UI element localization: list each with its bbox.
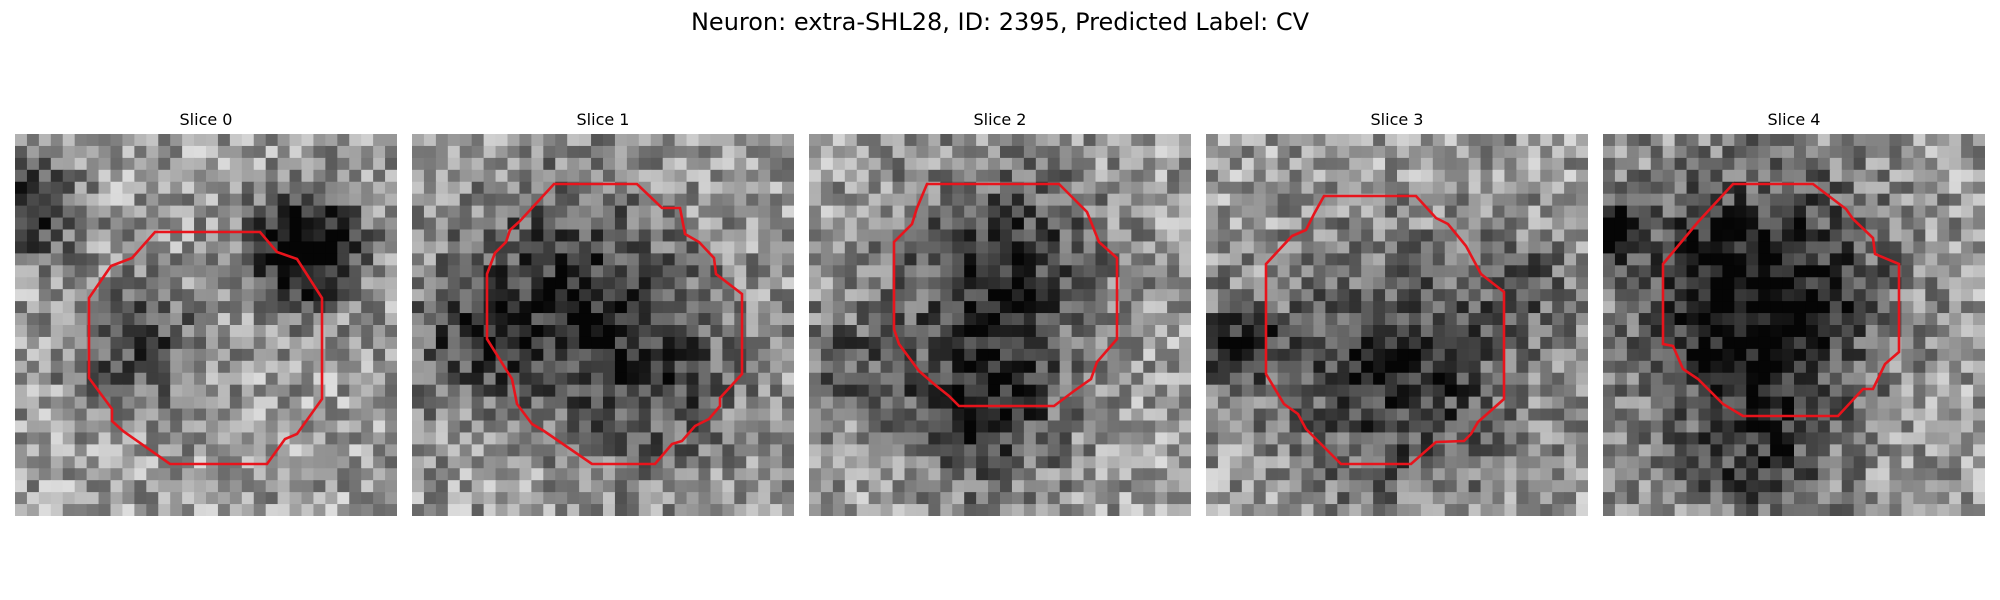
slice-title: Slice 2 — [973, 110, 1027, 129]
slice-panel-4: Slice 4 — [1603, 108, 1985, 516]
grayscale-em-image — [1206, 134, 1588, 516]
slice-title: Slice 4 — [1767, 110, 1821, 129]
grayscale-em-image — [412, 134, 794, 516]
slice-image-canvas — [1603, 134, 1985, 516]
slice-image-canvas — [412, 134, 794, 516]
slice-image — [1206, 134, 1588, 516]
slice-image — [1603, 134, 1985, 516]
segmentation-contour — [892, 182, 1119, 408]
slice-image — [809, 134, 1191, 516]
slice-panel-3: Slice 3 — [1206, 108, 1588, 516]
slice-image-canvas — [1206, 134, 1588, 516]
slice-image — [412, 134, 794, 516]
slice-panel-2: Slice 2 — [809, 108, 1191, 516]
figure-title: Neuron: extra-SHL28, ID: 2395, Predicted… — [690, 8, 1310, 36]
grayscale-em-image — [809, 134, 1191, 516]
slice-title: Slice 3 — [1370, 110, 1424, 129]
slice-title: Slice 1 — [576, 110, 630, 129]
grayscale-em-image — [15, 134, 397, 516]
segmentation-contour — [1264, 194, 1506, 466]
slice-panel-0: Slice 0 — [15, 108, 397, 516]
segmentation-contour — [485, 182, 744, 466]
slice-title: Slice 0 — [179, 110, 233, 129]
slice-image-canvas — [809, 134, 1191, 516]
segmentation-contour — [1661, 182, 1901, 418]
slice-panel-1: Slice 1 — [412, 108, 794, 516]
segmentation-contour — [87, 230, 324, 466]
slice-image — [15, 134, 397, 516]
grayscale-em-image — [1603, 134, 1985, 516]
slice-image-canvas — [15, 134, 397, 516]
